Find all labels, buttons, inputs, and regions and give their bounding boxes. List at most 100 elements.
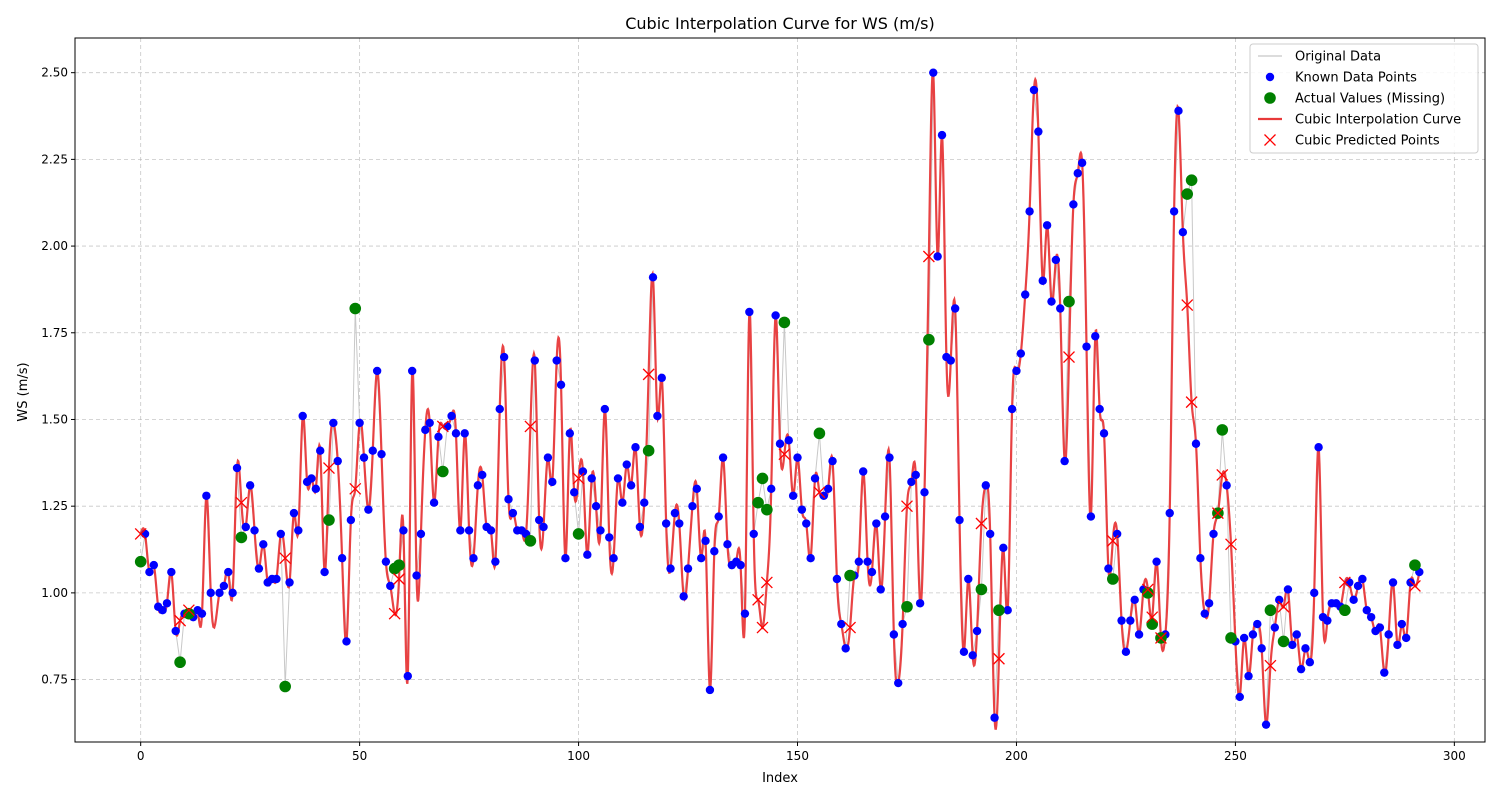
known-data-point xyxy=(425,418,434,428)
x-marker-stroke xyxy=(1225,538,1237,551)
known-data-point xyxy=(797,505,807,514)
x-marker-stroke xyxy=(752,593,765,606)
actual-missing-point xyxy=(1181,188,1194,200)
actual-missing-point xyxy=(1142,587,1154,599)
known-data-point xyxy=(583,550,592,559)
known-data-point xyxy=(473,481,483,490)
actual-missing-point xyxy=(235,531,248,544)
cubic-predicted-point xyxy=(756,621,769,634)
known-data-point xyxy=(197,609,207,618)
known-data-point xyxy=(543,453,553,462)
known-data-point xyxy=(670,508,680,518)
chart-title: Cubic Interpolation Curve for WS (m/s) xyxy=(625,14,935,33)
known-data-point xyxy=(1086,512,1096,521)
actual-missing-point xyxy=(778,316,791,329)
known-data-point xyxy=(640,498,649,507)
known-data-point xyxy=(1104,564,1113,573)
known-data-point xyxy=(1209,529,1218,539)
y-tick-label: 1.50 xyxy=(41,412,68,426)
known-data-point xyxy=(548,477,557,487)
known-data-point xyxy=(539,522,548,532)
known-data-point xyxy=(1165,508,1174,518)
known-data-point xyxy=(653,411,662,421)
known-data-point xyxy=(447,411,456,421)
known-data-point xyxy=(1126,616,1135,625)
known-data-point xyxy=(429,498,439,507)
actual-missing-point xyxy=(572,528,585,540)
actual-missing-point xyxy=(1216,424,1229,436)
y-tick-label: 1.75 xyxy=(41,326,68,340)
known-data-point xyxy=(1021,290,1030,299)
actual-missing-point xyxy=(1063,295,1075,308)
legend-swatch-known xyxy=(1265,72,1275,82)
known-data-point xyxy=(1034,127,1043,136)
known-data-point xyxy=(1169,207,1179,216)
cubic-predicted-point xyxy=(323,462,335,474)
known-data-point xyxy=(710,547,719,556)
known-data-point xyxy=(828,456,837,466)
known-data-point xyxy=(666,564,675,573)
actual-missing-point xyxy=(761,503,773,516)
known-data-point xyxy=(1388,578,1398,587)
known-data-point xyxy=(622,460,631,469)
known-data-point xyxy=(1349,595,1358,605)
known-data-point xyxy=(854,557,864,566)
x-marker-stroke xyxy=(279,552,292,565)
actual-missing-point xyxy=(393,559,405,571)
cubic-predicted-point xyxy=(1338,576,1351,589)
x-tick-label: 150 xyxy=(786,749,809,763)
known-data-point xyxy=(1384,630,1393,639)
known-data-point xyxy=(202,491,211,500)
known-data-point xyxy=(372,366,382,376)
x-marker-stroke xyxy=(975,517,988,530)
known-data-point xyxy=(626,481,636,490)
original-data-line-layer xyxy=(140,72,1420,725)
known-data-point xyxy=(1056,304,1065,313)
known-data-point xyxy=(1051,255,1061,265)
known-data-point xyxy=(1301,644,1310,653)
cubic-predicted-point xyxy=(235,496,248,509)
cubic-predicted-point xyxy=(1063,351,1075,364)
known-data-point xyxy=(421,425,430,435)
known-data-point xyxy=(657,373,666,383)
x-marker-stroke xyxy=(1408,579,1421,592)
known-data-point xyxy=(316,446,325,455)
known-data-point xyxy=(1077,158,1087,168)
known-data-point xyxy=(1130,595,1139,605)
known-data-point xyxy=(241,522,250,532)
known-data-point xyxy=(530,356,539,365)
known-data-point xyxy=(915,599,925,608)
known-data-point xyxy=(552,356,561,365)
known-data-point xyxy=(894,678,903,688)
known-data-point xyxy=(618,498,627,507)
x-marker-stroke xyxy=(992,652,1005,665)
legend-label: Cubic Predicted Points xyxy=(1295,134,1440,149)
cubic-predicted-point xyxy=(393,573,405,585)
actual-missing-point xyxy=(752,496,764,509)
actual-missing-point xyxy=(279,680,291,693)
known-data-point xyxy=(959,647,969,657)
known-data-point xyxy=(232,463,242,473)
cubic-predicted-point xyxy=(760,576,773,589)
cubic-predicted-point xyxy=(901,500,913,513)
known-data-point xyxy=(162,599,172,608)
cubic-predicted-point xyxy=(1225,538,1237,551)
known-data-point xyxy=(596,526,605,535)
known-data-point xyxy=(1200,609,1209,618)
known-data-point xyxy=(1362,606,1371,615)
y-tick-label: 2.25 xyxy=(41,152,68,166)
x-marker-stroke xyxy=(1264,659,1277,672)
legend-item: Known Data Points xyxy=(1265,71,1417,86)
known-data-point xyxy=(907,477,916,487)
known-data-point xyxy=(723,540,732,549)
known-data-point xyxy=(802,519,811,528)
known-data-point xyxy=(219,581,229,591)
legend-swatch-predicted xyxy=(1264,134,1276,146)
known-data-point xyxy=(1358,574,1367,584)
legend-item: Cubic Interpolation Curve xyxy=(1258,113,1461,128)
x-marker-stroke xyxy=(778,448,791,461)
x-marker-stroke xyxy=(1141,583,1154,596)
known-data-point xyxy=(381,557,391,566)
cubic-predicted-point xyxy=(279,552,292,565)
